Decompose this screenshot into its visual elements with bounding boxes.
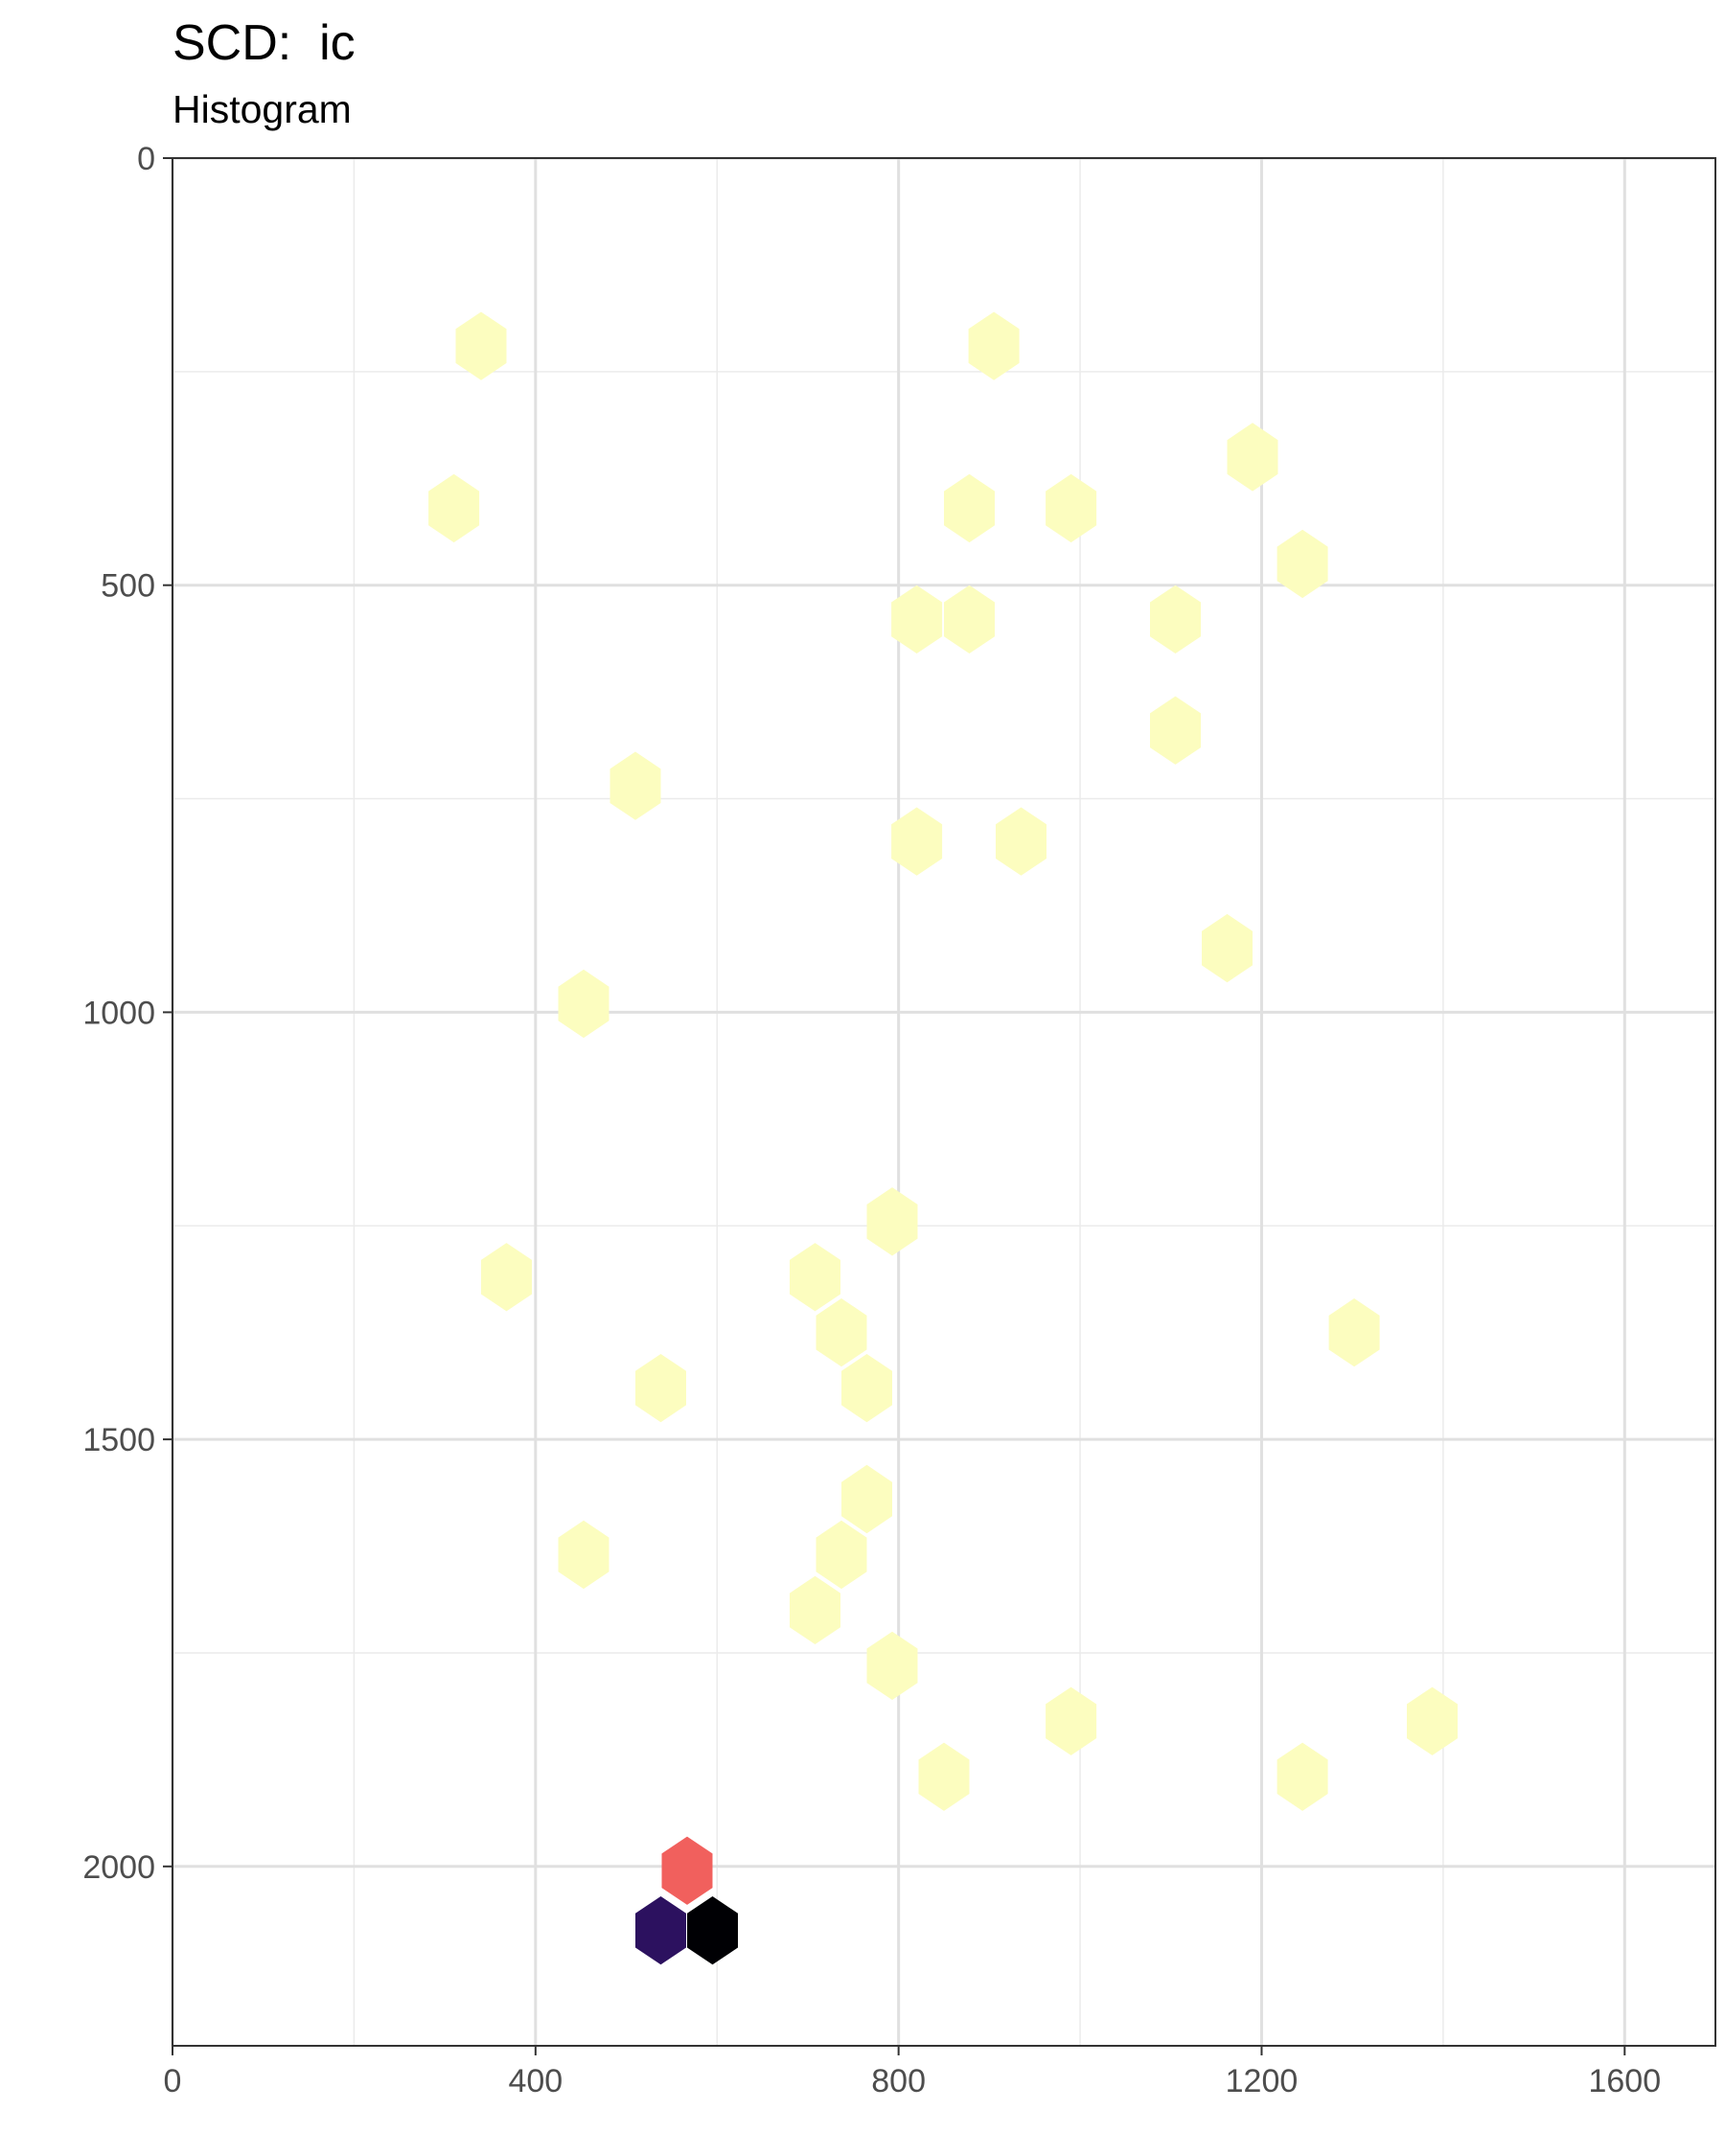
hexbin-cell [635,1896,686,1965]
hexbin-cell [558,969,610,1039]
hexbin-cell [1046,473,1097,543]
hexbin-cell [816,1298,867,1367]
hexbin-cell [891,585,943,654]
hexbin-cell [1328,1298,1380,1367]
chart-title: SCD: ic [172,15,356,71]
hexbin-cell [790,1575,840,1644]
hexbin-cell [610,751,661,820]
hexbin-cell [1276,529,1328,599]
hexbin-cell [635,1354,686,1423]
hexbin-cell [944,473,995,543]
x-tick-label: 1200 [1226,2063,1299,2099]
hexbin-cell [558,1520,610,1590]
hexbin-cell [1407,1686,1458,1755]
y-tick-label: 500 [101,568,155,605]
plot-background [172,158,1715,2046]
hexbin-cell [1227,423,1278,492]
hexbin-cell [1150,585,1201,654]
x-tick-label: 0 [164,2063,182,2099]
hexbin-cell [481,1243,532,1312]
hexbin-cell [816,1520,867,1590]
hexbin-cell [1150,696,1201,765]
axis-ticks: 0 400 800 1200 1600 0 500 1000 1500 2000 [82,141,1661,2099]
hexbin-cell [866,1631,918,1700]
hexbin-cell [790,1243,840,1312]
hexbin-cell [891,807,943,876]
hexbin-cell [687,1896,738,1965]
hexbin-cell [455,311,507,380]
hexbin-layer [428,311,1458,1965]
x-tick-label: 1600 [1588,2063,1661,2099]
hexbin-cell [866,1187,918,1256]
hexbin-cell [841,1354,892,1423]
y-tick-label: 1500 [82,1422,155,1458]
hexbin-cell [968,311,1020,380]
y-tick-label: 0 [137,141,155,177]
hexbin-cell [841,1464,892,1534]
hexbin-cell [1276,1742,1328,1811]
chart-subtitle: Histogram [172,87,352,131]
y-tick-label: 2000 [82,1849,155,1886]
hexbin-cell [1046,1686,1097,1755]
y-tick-label: 1000 [82,995,155,1031]
hexbin-cell [918,1742,970,1811]
hexbin-cell [944,585,995,654]
x-tick-label: 400 [508,2063,563,2099]
hexbin-cell [428,473,480,543]
hexbin-cell [1202,913,1253,983]
hexbin-cell [996,807,1046,876]
plot-panel-border [172,157,1716,2047]
x-tick-label: 800 [871,2063,926,2099]
hexbin-cell [661,1836,713,1905]
